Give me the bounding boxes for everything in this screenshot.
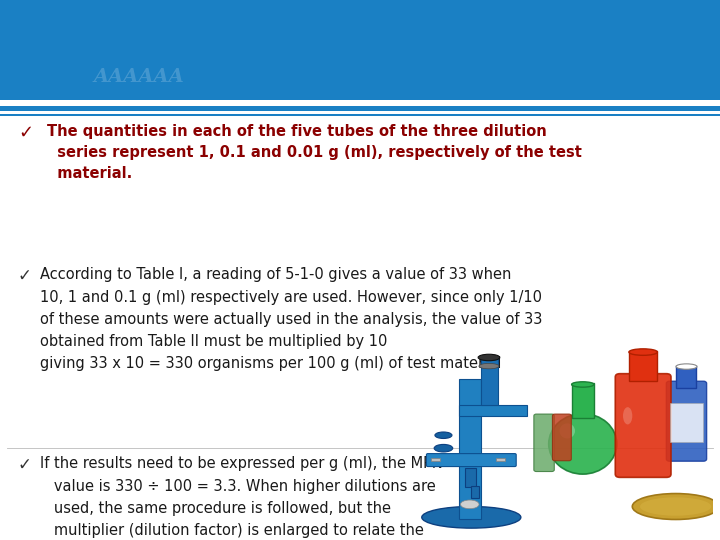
Bar	[481, 357, 498, 405]
Bar	[0, 114, 720, 116]
Ellipse shape	[572, 382, 594, 387]
Ellipse shape	[479, 363, 499, 369]
Ellipse shape	[629, 349, 657, 355]
Bar	[676, 366, 696, 388]
Ellipse shape	[559, 423, 575, 438]
Ellipse shape	[632, 494, 719, 519]
Bar	[629, 351, 657, 381]
Bar	[465, 468, 476, 487]
Text: ✓: ✓	[18, 456, 32, 474]
Text: If the results need to be expressed per g (ml), the MPN
   value is 330 ÷ 100 = : If the results need to be expressed per …	[40, 456, 451, 540]
Ellipse shape	[623, 407, 632, 424]
Bar	[0, 100, 720, 106]
Bar	[496, 458, 505, 461]
Bar	[431, 458, 441, 461]
Bar	[572, 383, 593, 418]
Text: ✓: ✓	[18, 124, 33, 142]
Bar	[0, 0, 720, 100]
Text: According to Table I, a reading of 5-1-0 gives a value of 33 when
10, 1 and 0.1 : According to Table I, a reading of 5-1-0…	[40, 267, 542, 371]
Ellipse shape	[422, 507, 521, 528]
Bar	[459, 405, 527, 416]
Bar	[459, 379, 481, 519]
Bar	[0, 106, 720, 111]
Ellipse shape	[434, 444, 453, 452]
Bar	[670, 403, 703, 442]
FancyBboxPatch shape	[426, 454, 516, 467]
Text: The quantities in each of the five tubes of the three dilution
  series represen: The quantities in each of the five tubes…	[47, 124, 582, 181]
Ellipse shape	[478, 354, 500, 361]
Ellipse shape	[676, 364, 697, 369]
Ellipse shape	[549, 414, 617, 474]
FancyBboxPatch shape	[667, 381, 706, 461]
FancyBboxPatch shape	[534, 414, 554, 471]
Bar	[0, 111, 720, 114]
Text: ✓: ✓	[18, 267, 32, 285]
Text: AAAAAA: AAAAAA	[94, 69, 184, 86]
FancyBboxPatch shape	[552, 414, 571, 461]
FancyBboxPatch shape	[616, 374, 671, 477]
Ellipse shape	[640, 497, 711, 516]
Ellipse shape	[435, 432, 452, 438]
Ellipse shape	[461, 500, 479, 509]
Bar	[472, 486, 479, 498]
